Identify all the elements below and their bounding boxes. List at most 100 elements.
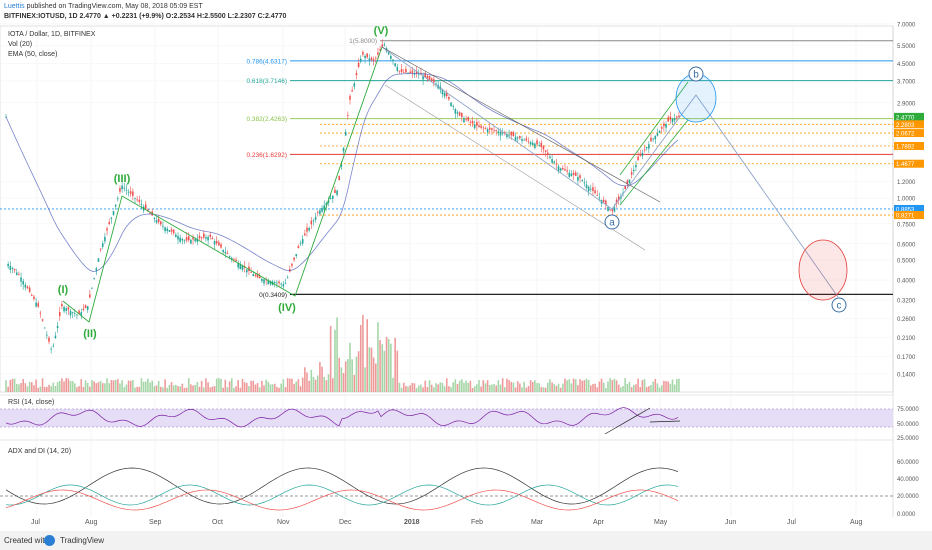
candle [119,185,121,194]
candle [28,285,31,294]
volume-bar [555,385,558,392]
candle-body [104,236,106,242]
volume-bar [86,383,89,392]
volume-bar [572,378,575,392]
candle-body [284,283,287,285]
candle-body [80,312,83,316]
candle [286,275,289,279]
candle [430,77,433,82]
candle-body [301,239,304,244]
candle-body [192,237,194,240]
volume-bar [76,387,78,392]
candle-body [349,95,351,100]
candle-body [67,307,70,310]
candle-body [650,137,652,142]
candle-body [357,62,360,67]
volume-bar [254,384,257,392]
candle-body [138,199,141,202]
price-tick-label: 0.2600 [897,317,916,323]
candle [61,300,63,310]
volume-bar [409,385,411,392]
channel-upper [381,46,661,203]
volume-bar [153,386,156,392]
candle-body [407,72,409,74]
candle-body [297,246,300,249]
candle-body [480,125,482,128]
volume-bar [213,386,216,392]
volume-bar [624,378,626,392]
candle-body [76,314,78,316]
price-tick-label: 0.4000 [897,279,916,285]
candle-body [405,68,407,73]
volume-bar [271,384,274,392]
candle-body [56,325,59,328]
volume-bar [426,387,429,392]
candle-body [418,73,420,75]
candle [54,331,57,339]
volume-bar [422,387,424,392]
candle [175,232,177,238]
candle [635,160,637,172]
di-minus-line [5,489,679,511]
candle-body [325,202,328,206]
volume-bar [89,386,91,392]
candle-body [54,335,57,339]
legend-vol: Vol (20) [8,41,32,48]
volume-bar [510,381,513,392]
candle [574,170,577,177]
x-tick-label: Jul [31,519,40,526]
volume-bar [394,337,396,392]
candle [222,249,224,254]
candle-body [364,55,366,59]
volume-bar [295,381,298,392]
volume-bar [405,385,407,392]
candle [18,271,20,276]
volume-bar [476,384,478,392]
volume-bar [15,383,18,392]
candle [134,197,136,204]
candle-body [213,241,216,245]
candle-body [525,138,528,141]
candle [160,220,162,227]
candle-body [394,63,396,67]
candle [402,68,405,73]
candle [547,148,549,160]
candle-body [46,334,48,336]
volume-bar [125,384,128,392]
candle [665,121,667,133]
candle-body [121,185,123,190]
candle [338,175,341,181]
candle [570,170,573,177]
volume-bar [35,379,37,392]
volume-bar [160,386,162,392]
candle-body [501,132,504,134]
candle [336,189,338,197]
volume-bar [372,357,375,392]
candle [480,125,482,130]
candle [293,257,295,263]
volume-bar [48,384,50,392]
volume-bar [291,378,293,392]
author-link[interactable]: Luettis [4,3,25,10]
volume-bar [82,386,85,392]
volume-bar [325,380,328,392]
candle [362,50,364,57]
price-label: 0.8271 [896,214,915,220]
volume-bar [377,322,379,392]
candle [246,269,248,278]
candle-body [579,175,581,179]
candle-body [658,131,661,133]
volume-bar [241,378,244,392]
candle-body [630,172,633,175]
footer-brand[interactable]: TradingView [60,536,105,545]
volume-bar [276,386,278,392]
candle [364,54,366,64]
candle [347,111,349,120]
candle-body [168,230,171,232]
candle-body [497,131,500,134]
candle [101,240,104,250]
volume-bar [499,384,502,392]
volume-bar [637,378,639,392]
chart-canvas[interactable]: Jul Aug Sep Oct Nov Dec 2018 Feb Mar Apr May Jun Jul… [0,22,932,531]
candle [650,133,652,142]
